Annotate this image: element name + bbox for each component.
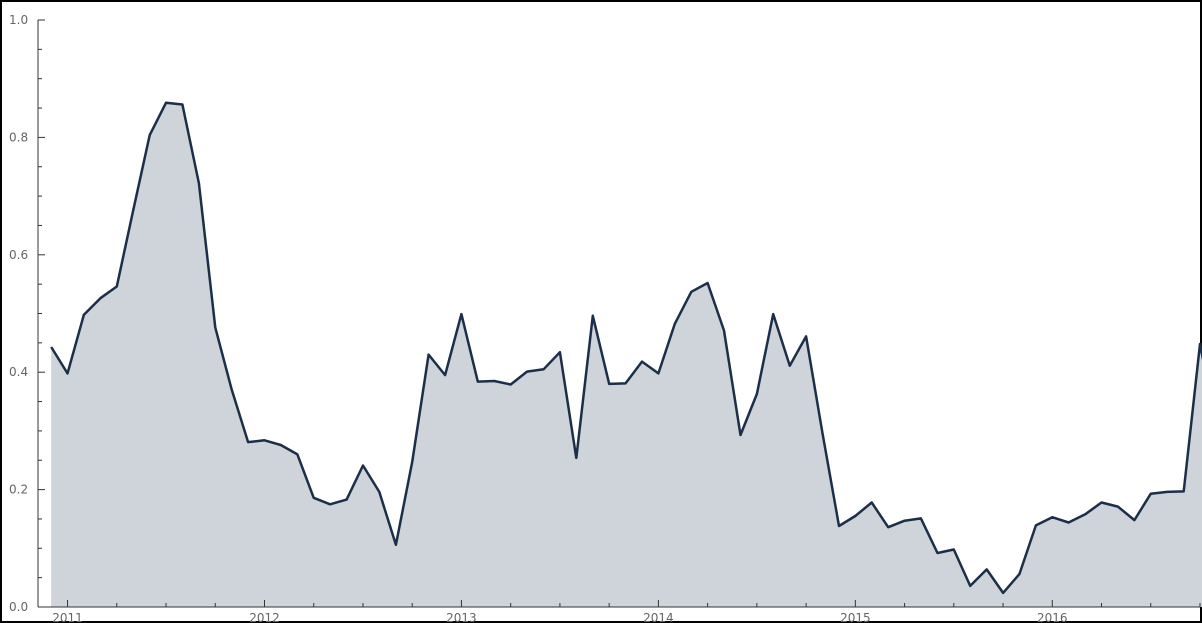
x-tick-label: 2013 — [446, 611, 477, 623]
y-tick-label: 0.0 — [9, 600, 28, 614]
y-tick-label: 0.6 — [9, 248, 28, 262]
y-tick-label: 0.8 — [9, 130, 28, 144]
y-tick-label: 0.4 — [9, 365, 28, 379]
series-line — [50, 101, 1202, 595]
x-tick-label: 2014 — [643, 611, 674, 623]
x-tick-label: 2016 — [1037, 611, 1068, 623]
x-tick-label: 2012 — [249, 611, 280, 623]
area-fill — [51, 102, 1202, 607]
y-tick-label: 0.2 — [9, 483, 28, 497]
x-tick-label: 2011 — [52, 611, 83, 623]
y-tick-label: 1.0 — [9, 13, 28, 27]
area-layer — [50, 101, 1202, 607]
axis-layer: 0.0 0.2 0.4 0.6 0.8 1.0 2011 2012 2013 2014 2015 20… — [9, 13, 1201, 623]
x-tick-label: 2015 — [840, 611, 871, 623]
